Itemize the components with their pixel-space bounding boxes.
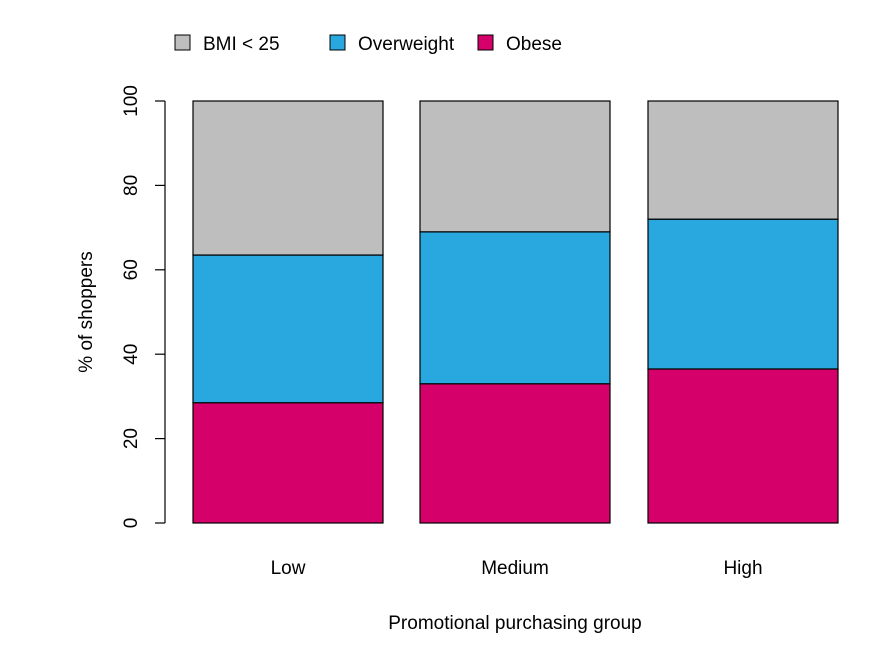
y-tick-label: 40 [121,344,142,365]
y-tick-label: 0 [121,518,142,529]
y-axis-title: % of shoppers [76,251,97,372]
legend-label-overweight: Overweight [358,34,455,55]
bar-segment-high-overweight [647,218,839,370]
x-axis-labels: Low Medium High [271,558,763,579]
bar-segment-high-obese [647,368,839,524]
bars [192,100,839,524]
y-axis: 0 20 40 60 80 100 [121,85,166,529]
bar-segment-low-obese [192,402,384,524]
category-label-medium: Medium [481,558,549,579]
legend-label-obese: Obese [506,34,562,55]
bar-segment-medium-overweight [419,231,611,385]
legend-swatch-obese [477,34,494,51]
legend-swatch-bmi-25 [174,34,191,51]
y-tick-label: 100 [121,85,142,117]
legend: BMI < 25 Overweight Obese [174,34,562,55]
y-tick-label: 80 [121,175,142,196]
bar-segment-medium-bmi-25 [419,100,611,233]
bar-segment-low-overweight [192,254,384,404]
y-tick-label: 60 [121,259,142,280]
bar-segment-high-bmi-25 [647,100,839,220]
category-label-high: High [723,558,762,579]
category-label-low: Low [271,558,306,579]
y-tick-label: 20 [121,428,142,449]
legend-swatch-overweight [329,34,346,51]
bar-segment-medium-obese [419,383,611,524]
legend-label-bmi-25: BMI < 25 [203,34,280,55]
x-axis-title: Promotional purchasing group [388,613,642,634]
bar-segment-low-bmi-25 [192,100,384,256]
